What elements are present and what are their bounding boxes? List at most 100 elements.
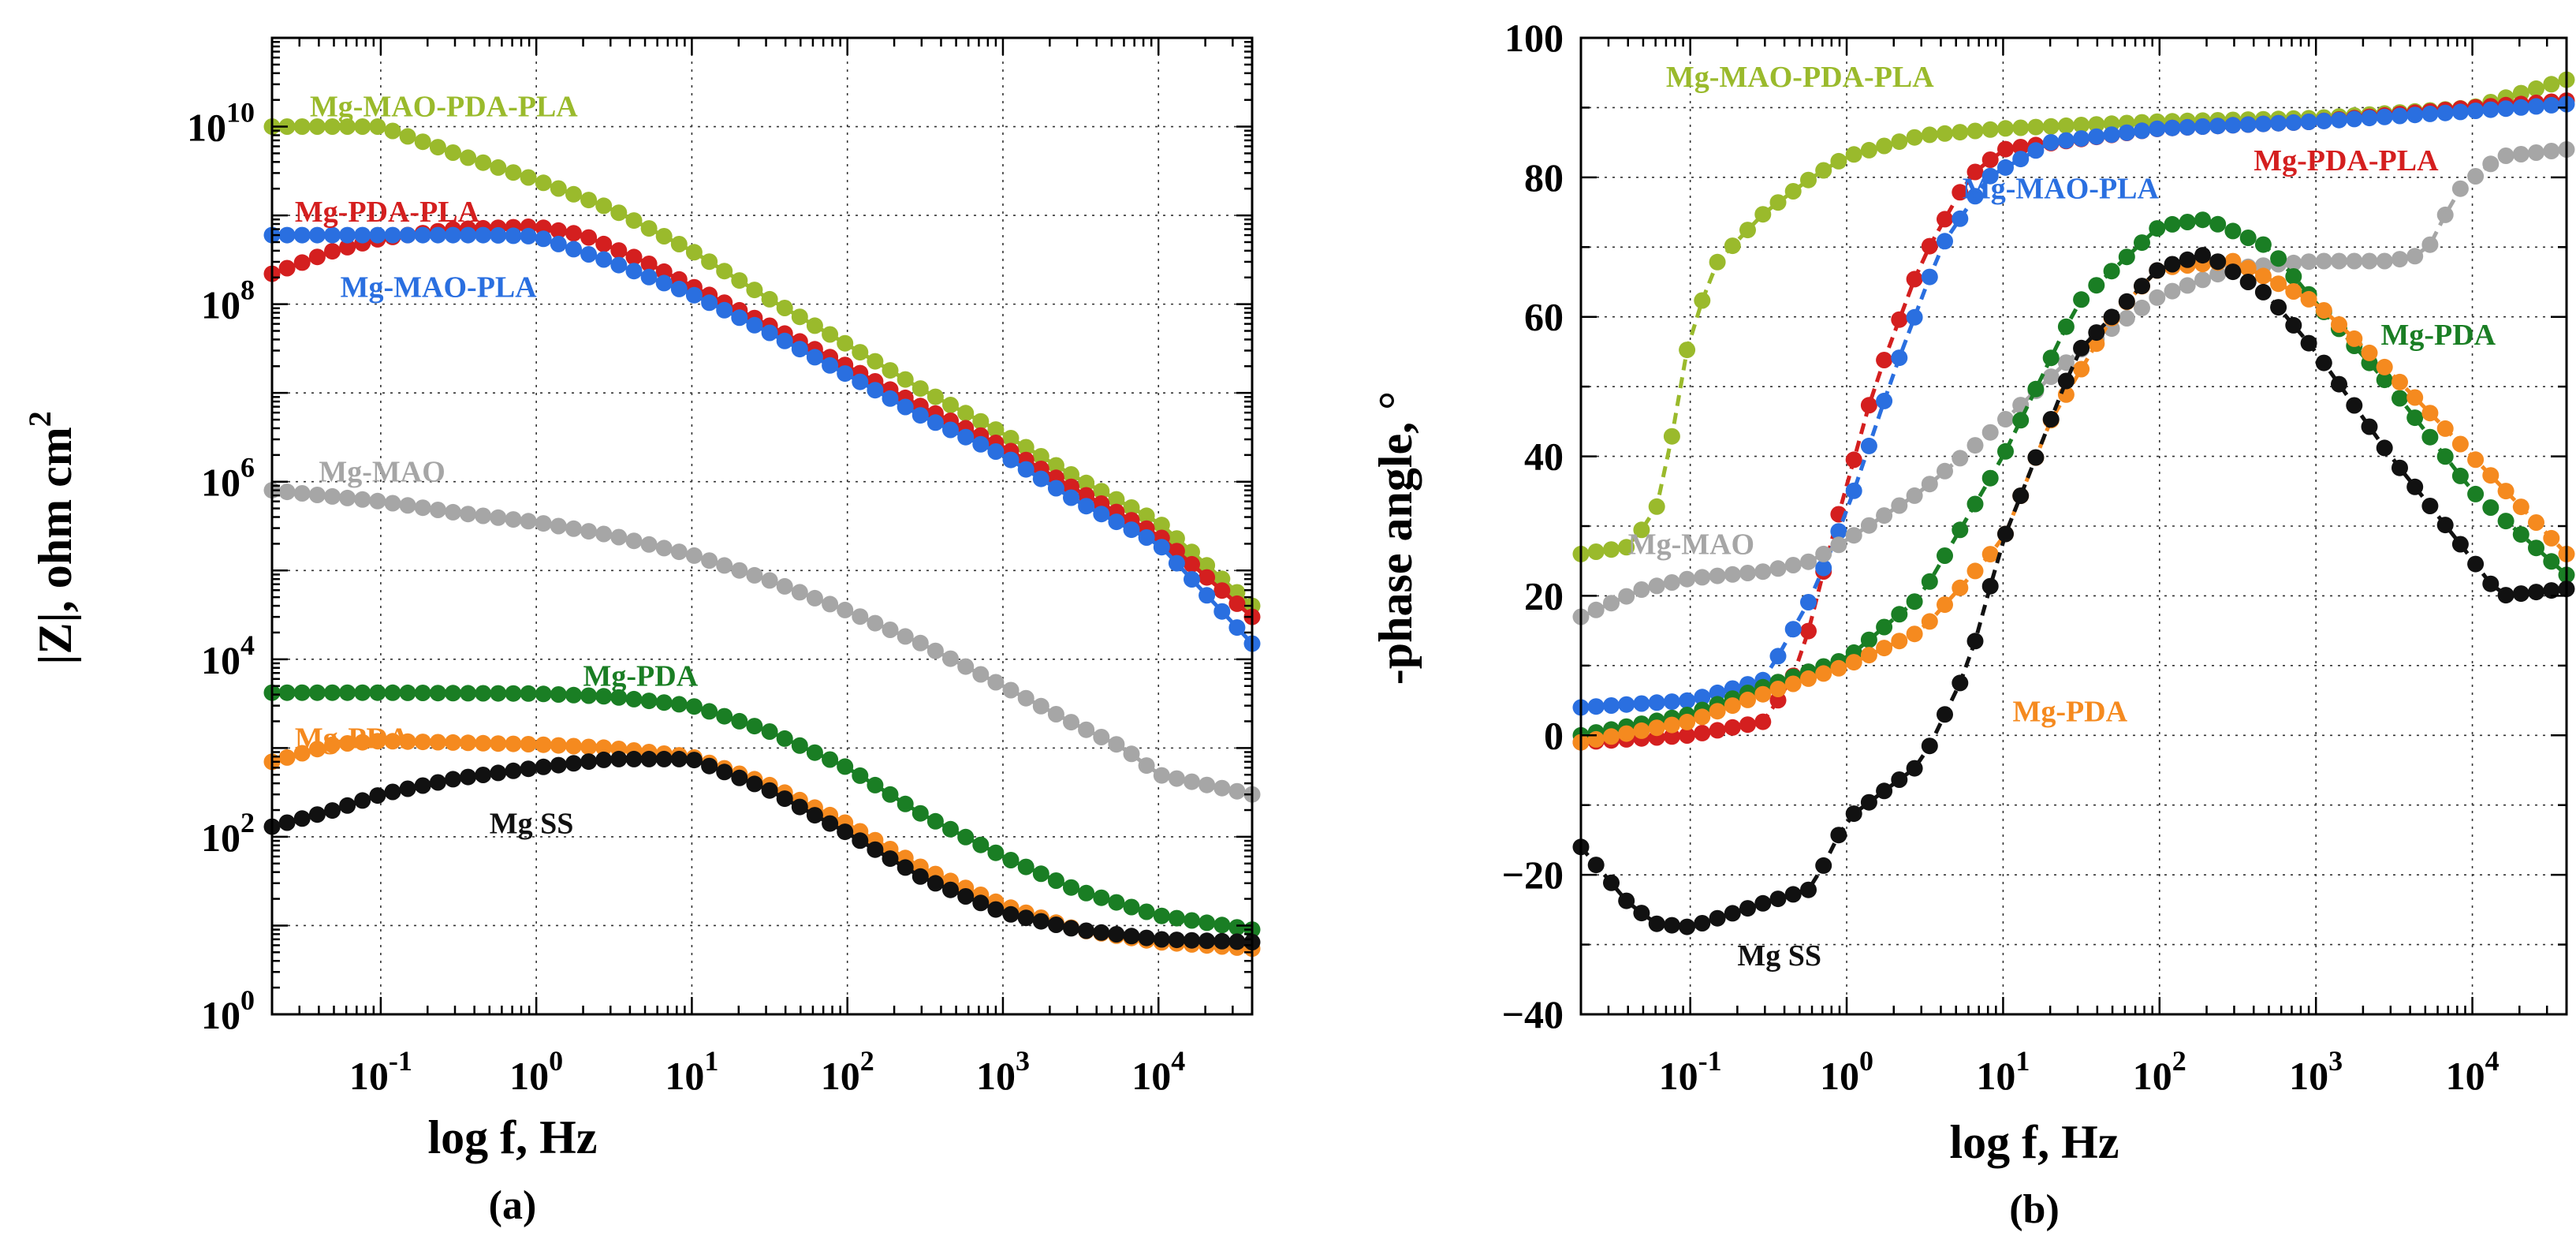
data-point [701,703,718,720]
series-mg-ss [1572,247,2575,935]
x-tick-label-base: 10 [349,1054,389,1098]
series-label: Mg-PDA [295,722,410,755]
data-point [746,316,763,334]
data-point [2543,582,2560,599]
data-point [399,684,416,701]
data-point [1724,905,1741,922]
data-point [1830,152,1847,170]
data-point [1966,437,1984,454]
data-point [1648,577,1665,595]
data-point [293,226,311,244]
data-point [550,737,567,754]
data-point [354,792,371,809]
data-point [384,122,401,140]
series-label: Mg-PDA [2381,319,2496,352]
data-point [791,737,808,754]
data-point [655,263,673,280]
data-point [2315,354,2332,371]
y-tick-label: 20 [1524,573,1564,618]
data-point [2331,111,2347,129]
data-point [339,735,356,752]
data-point [2179,118,2196,136]
data-point [1587,601,1605,618]
data-point [414,734,431,751]
data-point [2406,409,2424,427]
data-point [339,226,356,244]
series-label: Mg-MAO-PLA [341,271,538,304]
data-point [2179,214,2196,230]
data-point [2270,250,2287,267]
data-point [1845,654,1862,671]
data-point [1138,757,1155,775]
data-point [1184,912,1200,929]
data-point [2285,254,2302,271]
data-point [339,684,356,701]
data-point [1845,482,1862,499]
data-point [475,154,492,171]
series-label: Mg-MAO [319,456,445,489]
data-point [1633,905,1650,922]
data-point [2057,117,2075,134]
data-point [670,236,688,252]
data-point [414,685,431,701]
data-point [1228,619,1246,637]
data-point [1047,457,1064,474]
data-point [957,888,975,905]
data-point [822,326,839,343]
data-point [399,497,416,514]
y-tick-label-base: 10 [201,993,240,1037]
data-point [1997,120,2014,137]
data-point [1213,570,1231,588]
data-point [2073,291,2090,308]
data-point [1633,695,1650,712]
series-label: Mg-MAO-PDA-PLA [310,91,578,124]
data-point [1800,622,1817,640]
data-point [1845,527,1862,544]
data-point [2012,412,2030,429]
data-point [505,511,522,528]
data-point [761,782,778,799]
data-point [1739,691,1756,708]
data-point [535,515,552,532]
data-point [1663,917,1680,934]
data-point [761,572,778,589]
data-point [1663,728,1680,745]
data-point [1709,703,1726,720]
data-point [1168,554,1185,572]
data-point [2346,110,2363,128]
data-point [670,750,688,767]
data-point [1213,779,1231,797]
data-point [2103,263,2120,280]
data-point [354,226,371,244]
data-point [1937,706,1953,723]
plot-a-grid [272,38,1252,1014]
data-point [2027,118,2045,136]
data-point [731,712,748,730]
data-point [1694,689,1711,706]
data-point [926,388,944,405]
data-point [1709,909,1726,927]
data-point [429,685,446,702]
data-point [1017,461,1035,478]
data-point [1228,782,1246,800]
data-point [2300,114,2317,130]
data-point [942,820,959,838]
data-point [2543,76,2560,93]
data-point [565,185,582,203]
data-point [293,810,311,827]
data-point [369,733,386,750]
data-point [746,775,763,793]
data-point [1123,521,1140,539]
data-point [2497,483,2514,500]
data-point [2164,256,2181,273]
data-point [655,694,673,711]
data-point [2315,302,2332,319]
data-point [475,507,492,525]
x-tick-label-exponent: 0 [1859,1045,1873,1077]
data-point [1017,689,1035,707]
data-point [550,180,567,197]
data-point [1906,308,1923,326]
data-point [1213,917,1231,934]
